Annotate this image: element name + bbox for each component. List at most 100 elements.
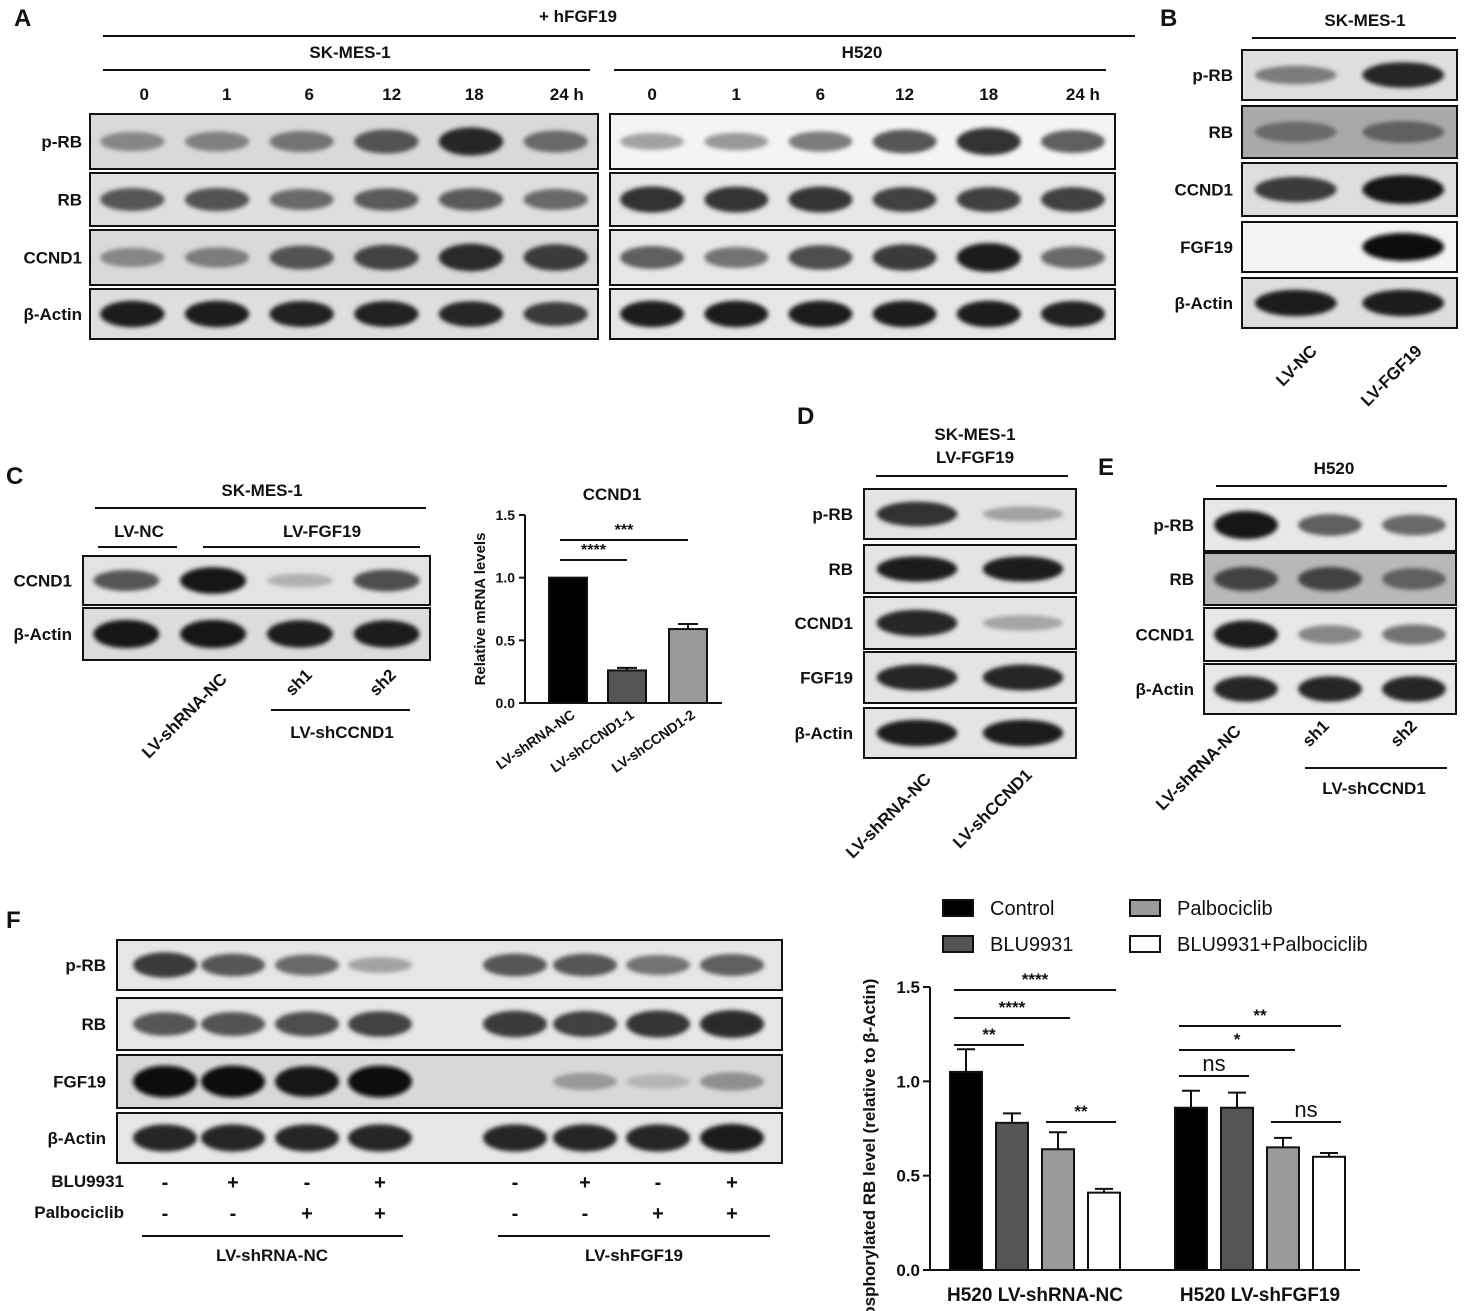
panel-C-lane-label: sh2: [366, 665, 400, 699]
panel-A-sk-blot-1-band-4: [354, 188, 419, 211]
panel-E-row-label: CCND1: [1135, 626, 1194, 645]
panel-E-row-label: β-Actin: [1135, 680, 1194, 699]
panel-D-lane-label: LV-shRNA-NC: [842, 769, 935, 862]
panel-A-sk-blot-1-band-1: [100, 188, 165, 211]
panel-A-h520-blot-3-band-1: [620, 300, 685, 328]
panel-F-treatment-label: Palbociclib: [34, 1203, 124, 1222]
panel-F-blot-1-band-2: [201, 1011, 265, 1037]
panel-A-time-label: 24 h: [550, 85, 584, 104]
panel-D-row-label: RB: [828, 560, 853, 579]
panel-F-blot-0-band-7: [626, 954, 690, 976]
panel-F-sign: -: [304, 1172, 311, 1194]
panel-D-row-label: FGF19: [800, 669, 853, 688]
chart-F-bar-g2-s1: [1174, 1106, 1208, 1272]
panel-B-row-label: CCND1: [1174, 181, 1233, 200]
panel-F-blot-3-band-5: [483, 1124, 547, 1152]
panel-B-blot-0-band-2: [1362, 62, 1445, 88]
panel-A-sk-blot-3-band-5: [438, 301, 504, 327]
panel-F-blot-1-band-5: [483, 1010, 547, 1038]
panel-A-time-label: 1: [222, 85, 231, 104]
panel-E-blot-3-band-3: [1382, 676, 1446, 702]
panel-A-h520-blot-0-band-2: [704, 132, 769, 151]
panel-C-blot-1-band-3: [266, 620, 333, 648]
panel-F-blot-0-band-6: [553, 953, 617, 977]
panel-B-blot-0-band-1: [1254, 65, 1337, 85]
panel-A-row-label: p-RB: [41, 133, 82, 152]
panel-A-sk-blot-3-band-6: [523, 302, 588, 326]
panel-A-sk-blot-3-band-3: [269, 300, 334, 328]
panel-F-sign: -: [230, 1203, 237, 1225]
panel-A-sk-blot-2-band-2: [184, 247, 250, 268]
panel-B-blot-2-band-2: [1362, 175, 1445, 204]
panel-C-letter: C: [6, 463, 23, 490]
panel-F-blot-0-band-8: [700, 954, 764, 976]
panel-A-cell-0: SK-MES-1: [309, 43, 390, 62]
panel-A-time-label: 18: [465, 85, 484, 104]
panel-A-h520-blot-3-band-4: [872, 300, 937, 328]
panel-D-blot-2-band-1: [876, 609, 958, 637]
panel-A-sk-blot-2-band-4: [354, 244, 419, 271]
panel-E-cell: H520: [1314, 459, 1355, 478]
panel-F-blot-3-band-6: [553, 1124, 617, 1152]
panel-A-sk-blot-0-band-3: [269, 130, 334, 153]
panel-F-row-label: FGF19: [53, 1073, 106, 1092]
panel-C-blot-1-band-4: [353, 620, 420, 648]
chart-F-bar-g1-s2: [995, 1121, 1029, 1271]
chart-F-legend-swatch-3: [1129, 899, 1161, 917]
panel-A-sk-blot-0-band-5: [438, 127, 504, 156]
panel-F-blot-3-band-8: [700, 1123, 764, 1153]
panel-A-h520-blot-3-band-6: [1040, 300, 1105, 328]
chart-C-ytick-label: 0.5: [496, 632, 516, 648]
panel-A-cell-1: H520: [842, 43, 883, 62]
panel-A-h520-blot-2-band-3: [788, 245, 853, 270]
panel-D-blot-1-band-1: [876, 556, 958, 582]
panel-F-sign: -: [162, 1172, 169, 1194]
panel-D-blot-3-band-1: [876, 664, 958, 691]
chart-F-bar-g2-s2: [1220, 1106, 1254, 1272]
panel-F-sign: +: [726, 1172, 738, 1194]
chart-F-sig-label: ****: [999, 998, 1026, 1017]
chart-F-legend-swatch-2: [942, 935, 974, 953]
panel-F-blot-0-band-4: [348, 957, 412, 973]
panel-A-sk-blot-2-band-5: [438, 243, 504, 272]
panel-C-blot-0-band-3: [266, 573, 333, 588]
chart-C-bar-2: [607, 669, 647, 704]
panel-C-group2: LV-FGF19: [283, 522, 361, 541]
panel-F-group-0: LV-shRNA-NC: [216, 1246, 328, 1265]
panel-B-blot-3-band-2: [1362, 233, 1445, 261]
panel-A-sk-blot-2-frame: [89, 229, 599, 286]
panel-A-time-label: 0: [140, 85, 149, 104]
panel-A-treatment: + hFGF19: [539, 7, 617, 26]
panel-A-h520-blot-1-band-5: [956, 187, 1021, 212]
panel-D-blot-4-band-1: [876, 719, 958, 747]
chart-F-ytick-label: 1.0: [896, 1072, 920, 1091]
panel-C-blot-0-band-4: [353, 569, 420, 592]
panel-F-blot-2-band-7: [626, 1074, 690, 1089]
chart-F-ytick-label: 0.0: [896, 1261, 920, 1280]
chart-C-bar-3: [668, 628, 708, 705]
panel-D-lane-label: LV-shCCND1: [949, 765, 1036, 852]
panel-B-row-label: FGF19: [1180, 238, 1233, 257]
panel-E-blot-1-band-1: [1214, 566, 1278, 592]
panel-A-h520-blot-3-frame: [609, 288, 1116, 340]
panel-A-time-label: 6: [305, 85, 314, 104]
panel-D-blot-0-band-1: [876, 501, 958, 527]
panel-E-letter: E: [1098, 454, 1114, 481]
panel-F-row-label: β-Actin: [47, 1129, 106, 1148]
panel-F-sign: -: [655, 1172, 662, 1194]
panel-C-lane-label: sh1: [282, 665, 316, 699]
panel-F-group-1: LV-shFGF19: [585, 1246, 683, 1265]
panel-F-blot-1-band-4: [348, 1011, 412, 1037]
panel-F-sign: -: [512, 1203, 519, 1225]
chart-C-ytick-label: 1.5: [496, 507, 516, 523]
panel-D-blot-3-band-2: [982, 664, 1064, 691]
panel-F-letter: F: [6, 907, 21, 934]
panel-A-sk-blot-3-band-1: [100, 300, 165, 328]
panel-A-sk-blot-1-band-2: [184, 187, 250, 212]
panel-D-row-label: CCND1: [794, 614, 853, 633]
chart-F-legend-swatch-4: [1129, 935, 1161, 953]
panel-F-row-label: p-RB: [65, 956, 106, 975]
panel-E-lane-label: sh1: [1299, 716, 1333, 750]
panel-A-sk-blot-2-band-1: [100, 247, 165, 268]
panel-A-sk-blot-3-band-4: [354, 300, 419, 328]
